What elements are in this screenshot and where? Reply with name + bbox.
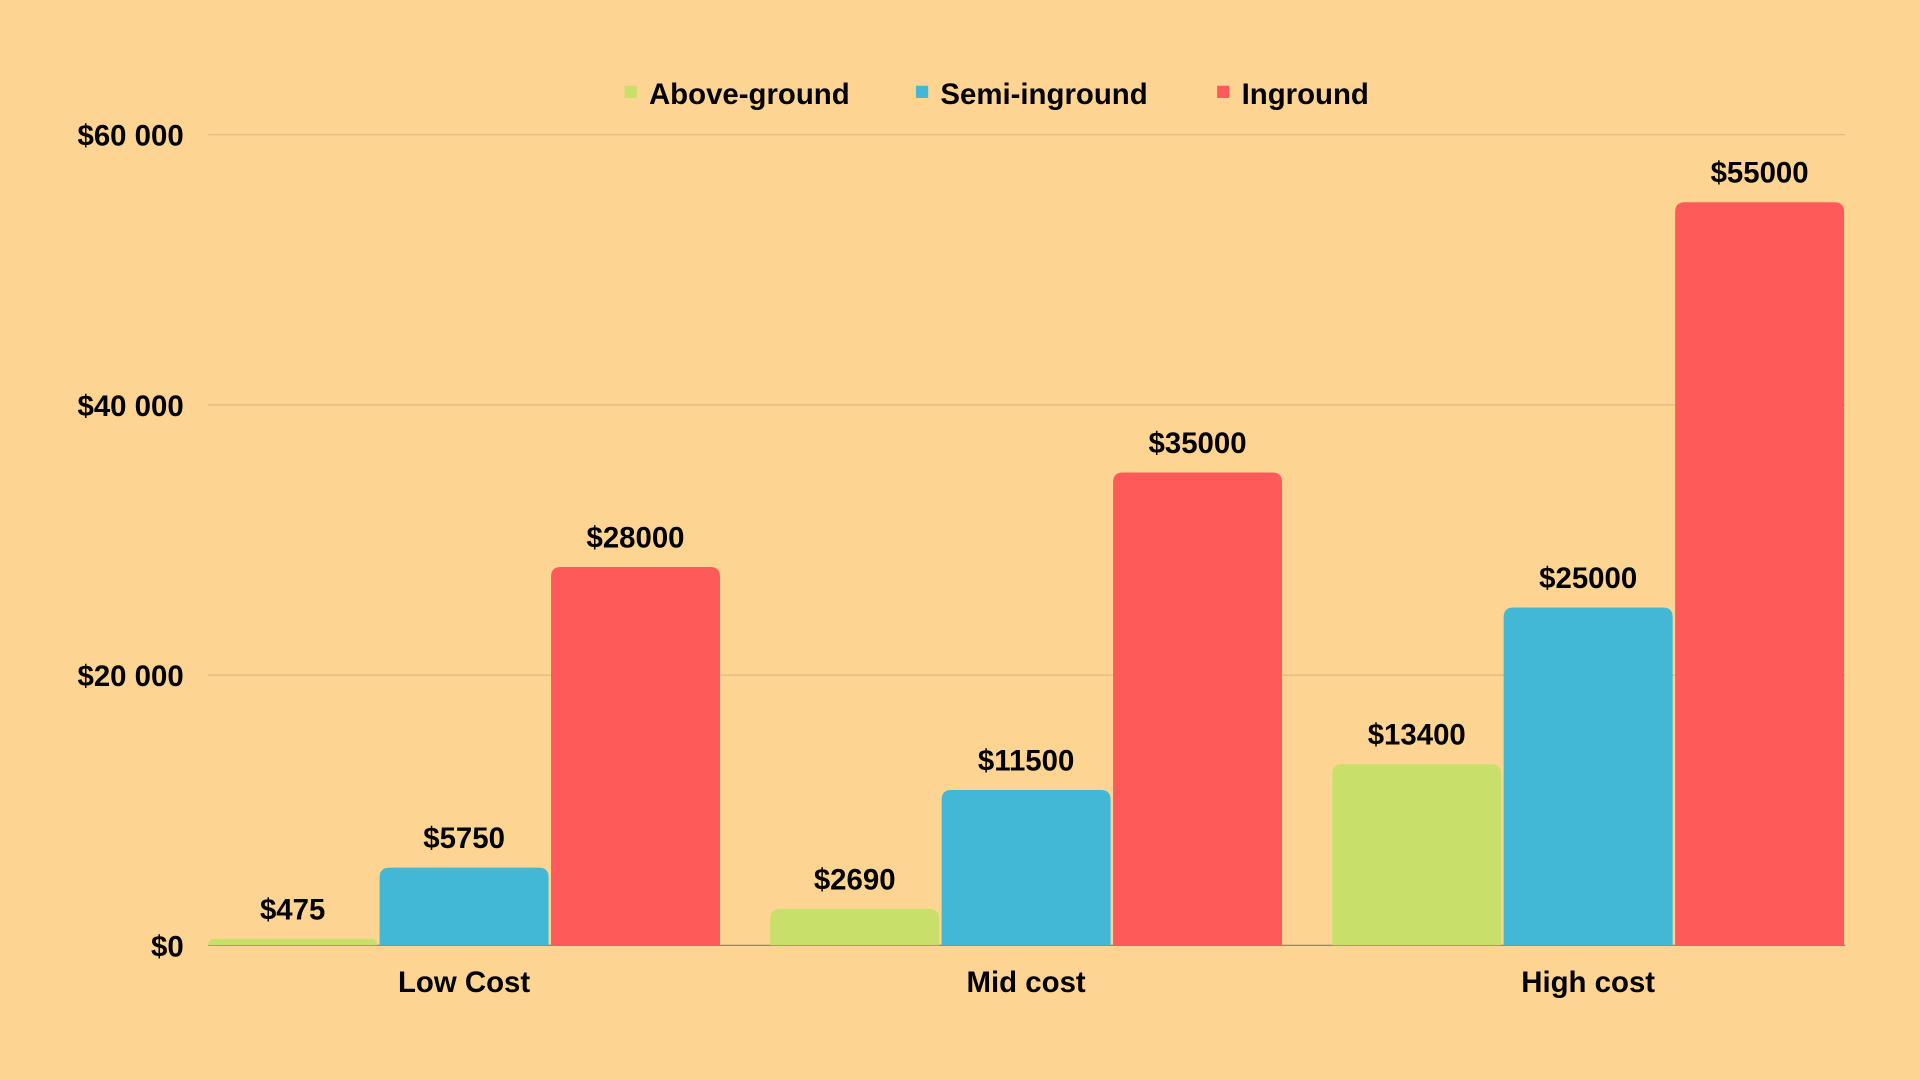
- bar-semi-inground-high-cost: [1503, 607, 1673, 946]
- x-tick-label: Low Cost: [398, 966, 530, 999]
- data-label: $2690: [814, 863, 896, 896]
- y-tick-label: $60 000: [77, 120, 183, 153]
- bar-inground-high-cost: [1675, 202, 1845, 946]
- data-label: $25000: [1539, 562, 1637, 595]
- bar-inground-mid-cost: [1113, 472, 1283, 946]
- bar-above-ground-low-cost: [208, 938, 378, 946]
- y-tick-label: $40 000: [77, 390, 183, 423]
- data-label: $5750: [423, 822, 505, 855]
- data-label: $28000: [586, 521, 684, 554]
- data-label: $11500: [978, 744, 1074, 777]
- bar-above-ground-high-cost: [1332, 764, 1502, 946]
- legend-label: Semi-inground: [940, 78, 1147, 111]
- data-label: $475: [260, 893, 325, 926]
- x-tick-label: High cost: [1521, 966, 1655, 999]
- data-label: $13400: [1368, 719, 1466, 752]
- x-tick-label: Mid cost: [967, 966, 1086, 999]
- data-label: $35000: [1149, 427, 1247, 460]
- legend-label: Inground: [1242, 78, 1369, 111]
- y-tick-label: $20 000: [77, 660, 183, 693]
- legend-swatch: [624, 85, 637, 98]
- bar-semi-inground-mid-cost: [941, 789, 1111, 946]
- bar-above-ground-mid-cost: [770, 908, 940, 946]
- bar-inground-low-cost: [551, 567, 720, 946]
- data-label: $55000: [1711, 157, 1809, 190]
- legend-swatch: [915, 85, 929, 98]
- bar-semi-inground-low-cost: [379, 867, 549, 946]
- legend-swatch: [1217, 85, 1230, 98]
- legend-label: Above-ground: [649, 78, 850, 111]
- y-tick-label: $0: [151, 930, 184, 963]
